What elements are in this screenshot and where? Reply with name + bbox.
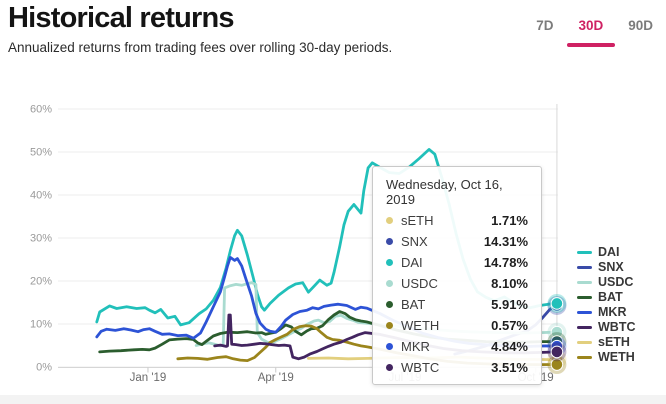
tooltip-series-name: MKR bbox=[401, 339, 430, 354]
tooltip-series-name: SNX bbox=[401, 234, 428, 249]
tooltip-series-value: 5.91% bbox=[491, 297, 528, 312]
tab-7d[interactable]: 7D bbox=[536, 18, 554, 33]
legend-label: DAI bbox=[598, 245, 620, 260]
y-axis-tick-label: 40% bbox=[30, 190, 52, 202]
legend-label: SNX bbox=[598, 260, 624, 275]
legend-label: WETH bbox=[598, 350, 635, 365]
series-dot-icon bbox=[386, 322, 393, 329]
legend-label: MKR bbox=[598, 305, 627, 320]
legend-item-wbtc[interactable]: WBTC bbox=[577, 320, 636, 335]
y-axis-tick-label: 0% bbox=[36, 362, 52, 374]
card-bottom-edge bbox=[0, 395, 666, 404]
tooltip-series-name: sETH bbox=[401, 213, 434, 228]
period-tabs: 7D 30D 90D bbox=[536, 18, 653, 33]
series-marker-wbtc bbox=[550, 345, 564, 359]
legend-swatch-bat bbox=[577, 295, 592, 300]
legend-item-snx[interactable]: SNX bbox=[577, 260, 636, 275]
tooltip-series-value: 1.71% bbox=[491, 213, 528, 228]
chart-legend: DAI SNX USDC BAT MKR WBTC sETH WETH bbox=[577, 245, 636, 365]
legend-swatch-snx bbox=[577, 265, 592, 270]
tooltip-row-usdc: USDC 8.10% bbox=[386, 276, 528, 291]
series-dot-icon bbox=[386, 238, 393, 245]
y-axis-tick-label: 10% bbox=[30, 319, 52, 331]
page-title: Historical returns bbox=[8, 2, 235, 34]
tooltip-row-seth: sETH 1.71% bbox=[386, 213, 528, 228]
series-dot-icon bbox=[386, 280, 393, 287]
x-axis-tick-label: Apr '19 bbox=[258, 372, 294, 384]
legend-item-usdc[interactable]: USDC bbox=[577, 275, 636, 290]
tooltip-row-mkr: MKR 4.84% bbox=[386, 339, 528, 354]
series-dot-icon bbox=[386, 343, 393, 350]
y-axis-tick-label: 60% bbox=[30, 104, 52, 116]
legend-item-weth[interactable]: WETH bbox=[577, 350, 636, 365]
tooltip-series-name: BAT bbox=[401, 297, 426, 312]
series-dot-icon bbox=[386, 301, 393, 308]
tooltip-series-value: 3.51% bbox=[491, 360, 528, 375]
y-axis-tick-label: 30% bbox=[30, 233, 52, 245]
legend-swatch-weth bbox=[577, 355, 592, 360]
legend-swatch-usdc bbox=[577, 280, 592, 285]
series-marker-weth bbox=[550, 358, 564, 371]
tooltip-series-value: 4.84% bbox=[491, 339, 528, 354]
tab-90d[interactable]: 90D bbox=[628, 18, 653, 33]
x-axis-tick-label: Jan '19 bbox=[130, 372, 167, 384]
tooltip-row-weth: WETH 0.57% bbox=[386, 318, 528, 333]
legend-swatch-seth bbox=[577, 340, 592, 345]
tooltip-series-value: 8.10% bbox=[491, 276, 528, 291]
legend-item-dai[interactable]: DAI bbox=[577, 245, 636, 260]
legend-swatch-dai bbox=[577, 250, 592, 255]
tooltip-row-bat: BAT 5.91% bbox=[386, 297, 528, 312]
legend-item-bat[interactable]: BAT bbox=[577, 290, 636, 305]
series-dot-icon bbox=[386, 217, 393, 224]
series-dot-icon bbox=[386, 259, 393, 266]
tooltip-series-name: WBTC bbox=[401, 360, 440, 375]
y-axis-tick-label: 20% bbox=[30, 276, 52, 288]
series-marker-dai bbox=[550, 297, 564, 310]
legend-label: USDC bbox=[598, 275, 634, 290]
tab-30d[interactable]: 30D bbox=[578, 18, 604, 33]
tooltip-series-name: DAI bbox=[401, 255, 423, 270]
page-subtitle: Annualized returns from trading fees ove… bbox=[8, 40, 393, 55]
legend-item-mkr[interactable]: MKR bbox=[577, 305, 636, 320]
legend-label: WBTC bbox=[598, 320, 636, 335]
tooltip-row-wbtc: WBTC 3.51% bbox=[386, 360, 528, 375]
tooltip-series-value: 0.57% bbox=[491, 318, 528, 333]
y-axis-tick-label: 50% bbox=[30, 147, 52, 159]
tooltip-series-value: 14.78% bbox=[483, 255, 528, 270]
legend-item-seth[interactable]: sETH bbox=[577, 335, 636, 350]
tooltip-row-dai: DAI 14.78% bbox=[386, 255, 528, 270]
tooltip-row-snx: SNX 14.31% bbox=[386, 234, 528, 249]
legend-label: BAT bbox=[598, 290, 623, 305]
tooltip-series-name: WETH bbox=[401, 318, 440, 333]
legend-label: sETH bbox=[598, 335, 630, 350]
legend-swatch-wbtc bbox=[577, 325, 592, 330]
chart-tooltip: Wednesday, Oct 16, 2019 sETH 1.71% SNX 14.3… bbox=[372, 166, 542, 385]
legend-swatch-mkr bbox=[577, 310, 592, 315]
tooltip-series-value: 14.31% bbox=[483, 234, 528, 249]
series-dot-icon bbox=[386, 364, 393, 371]
tooltip-series-name: USDC bbox=[401, 276, 438, 291]
tooltip-date: Wednesday, Oct 16, 2019 bbox=[386, 177, 503, 207]
